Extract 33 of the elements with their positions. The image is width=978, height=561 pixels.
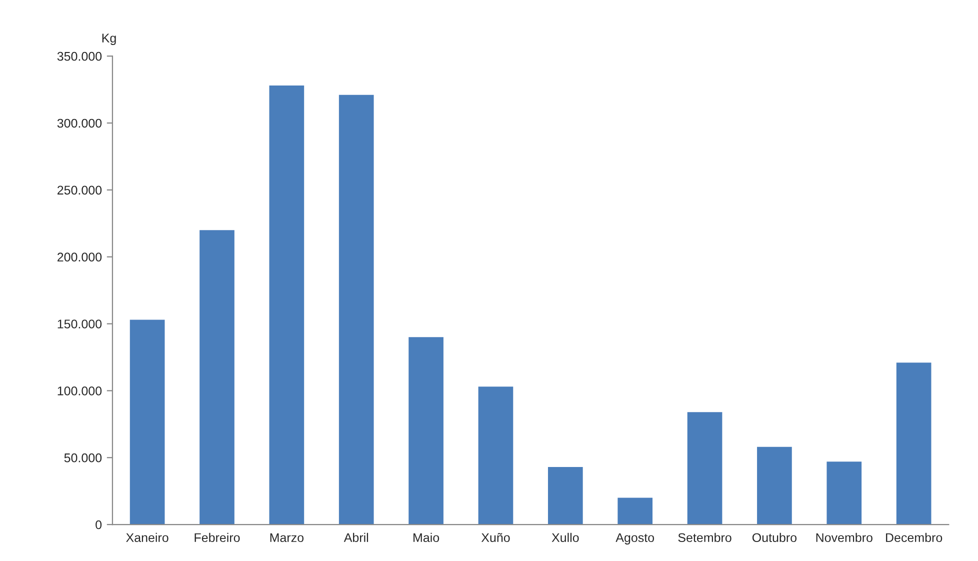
- bar: [687, 412, 722, 525]
- bar: [338, 94, 374, 525]
- y-tick-label: 50.000: [64, 453, 102, 462]
- y-tick-label: 250.000: [58, 186, 102, 195]
- y-tick-label: 0: [96, 520, 102, 530]
- bar: [896, 362, 932, 525]
- y-tick-label: 150.000: [58, 320, 102, 328]
- y-tick-label: 100.000: [58, 386, 102, 396]
- bar: [826, 462, 862, 525]
- bar: [478, 386, 514, 525]
- x-tick-label: Xaneiro: [126, 532, 168, 542]
- x-tick-label: Febreiro: [194, 532, 240, 542]
- bar: [200, 230, 234, 525]
- x-tick-label: Maio: [414, 532, 440, 542]
- x-tick-label: Outubro: [752, 532, 797, 542]
- bar: [269, 86, 304, 525]
- x-tick-label: Xuño: [481, 532, 510, 542]
- x-tick-label: Novembro: [816, 532, 872, 542]
- bar: [408, 337, 444, 525]
- bar: [130, 320, 165, 525]
- x-tick-label: Abril: [344, 532, 368, 542]
- x-tick-label: Marzo: [270, 533, 304, 542]
- bar: [618, 498, 653, 525]
- x-tick-label: Agosto: [616, 533, 654, 545]
- y-axis-title: Kg: [102, 34, 116, 45]
- x-tick-label: Setembro: [678, 532, 732, 542]
- x-tick-label: Xullo: [552, 532, 579, 542]
- x-tick-label: Decembro: [886, 532, 942, 542]
- y-tick-label: 300.000: [57, 118, 102, 128]
- y-tick-label: 200.000: [58, 252, 102, 262]
- y-tick-label: 350.000: [57, 52, 102, 61]
- bar: [757, 446, 792, 525]
- bar: [548, 466, 583, 525]
